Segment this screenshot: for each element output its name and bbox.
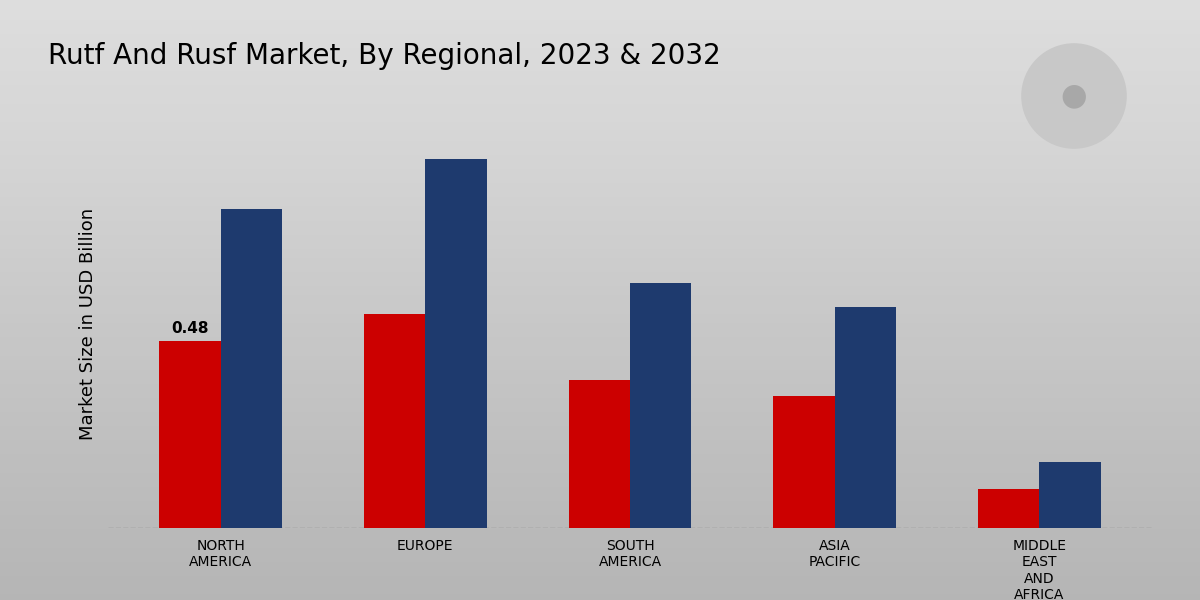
Bar xyxy=(425,159,487,528)
Bar xyxy=(221,209,282,528)
Bar xyxy=(773,396,835,528)
Circle shape xyxy=(1021,43,1127,149)
Bar xyxy=(835,307,896,528)
Text: Rutf And Rusf Market, By Regional, 2023 & 2032: Rutf And Rusf Market, By Regional, 2023 … xyxy=(48,42,721,70)
Bar xyxy=(364,314,425,528)
Bar xyxy=(630,283,691,528)
Bar xyxy=(160,341,221,528)
Bar xyxy=(978,489,1039,528)
Text: ●: ● xyxy=(1061,82,1087,110)
Y-axis label: Market Size in USD Billion: Market Size in USD Billion xyxy=(79,208,97,440)
Bar xyxy=(569,380,630,528)
Text: 0.48: 0.48 xyxy=(172,320,209,335)
Bar xyxy=(1039,462,1100,528)
